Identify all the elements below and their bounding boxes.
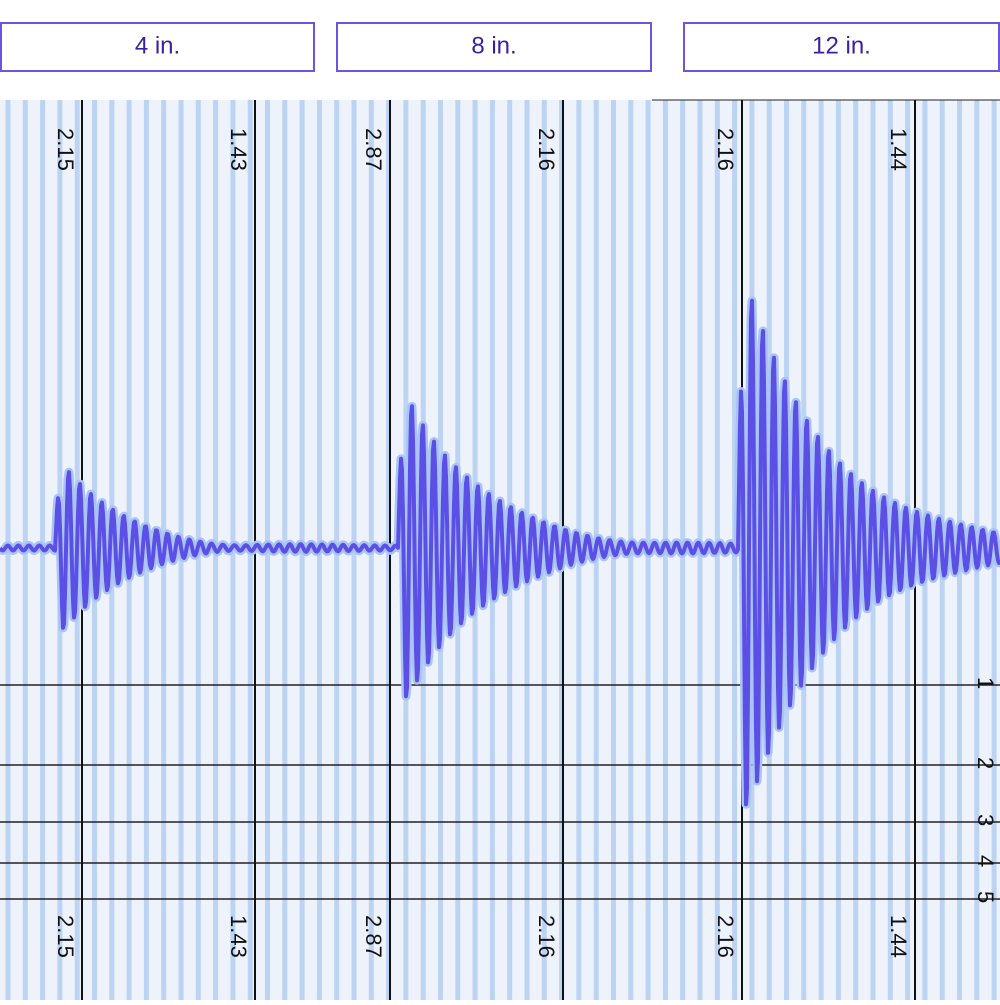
tab-box[interactable] (0, 22, 315, 72)
bottom-label: 2.16 (713, 915, 738, 958)
scale-label: 3 (973, 814, 998, 826)
top-label: 1.43 (226, 128, 251, 171)
bottom-label: 2.15 (53, 915, 78, 958)
top-label: 2.16 (534, 128, 559, 171)
tab-label[interactable]: 8 in. (471, 32, 516, 59)
tab-label[interactable]: 4 in. (135, 32, 180, 59)
scale-label: 1 (973, 677, 998, 689)
top-label: 2.87 (361, 128, 386, 171)
tab-button[interactable]: 4 in. (0, 22, 315, 72)
tab-box[interactable] (336, 22, 652, 72)
bottom-label: 2.16 (534, 915, 559, 958)
waveform (0, 298, 1000, 807)
top-label: 1.44 (886, 128, 911, 171)
top-label: 2.15 (53, 128, 78, 171)
tab-button[interactable]: 12 in. (683, 22, 1000, 72)
tab-label[interactable]: 12 in. (812, 32, 871, 59)
top-label: 2.16 (713, 128, 738, 171)
scale-label: 4 (973, 855, 998, 867)
bottom-label: 1.43 (226, 915, 251, 958)
tab-box[interactable] (683, 22, 1000, 72)
scale-label: 2 (973, 757, 998, 769)
scale-label: 5 (973, 891, 998, 903)
bottom-label: 2.87 (361, 915, 386, 958)
tab-button[interactable]: 8 in. (336, 22, 652, 72)
bottom-label: 1.44 (886, 915, 911, 958)
